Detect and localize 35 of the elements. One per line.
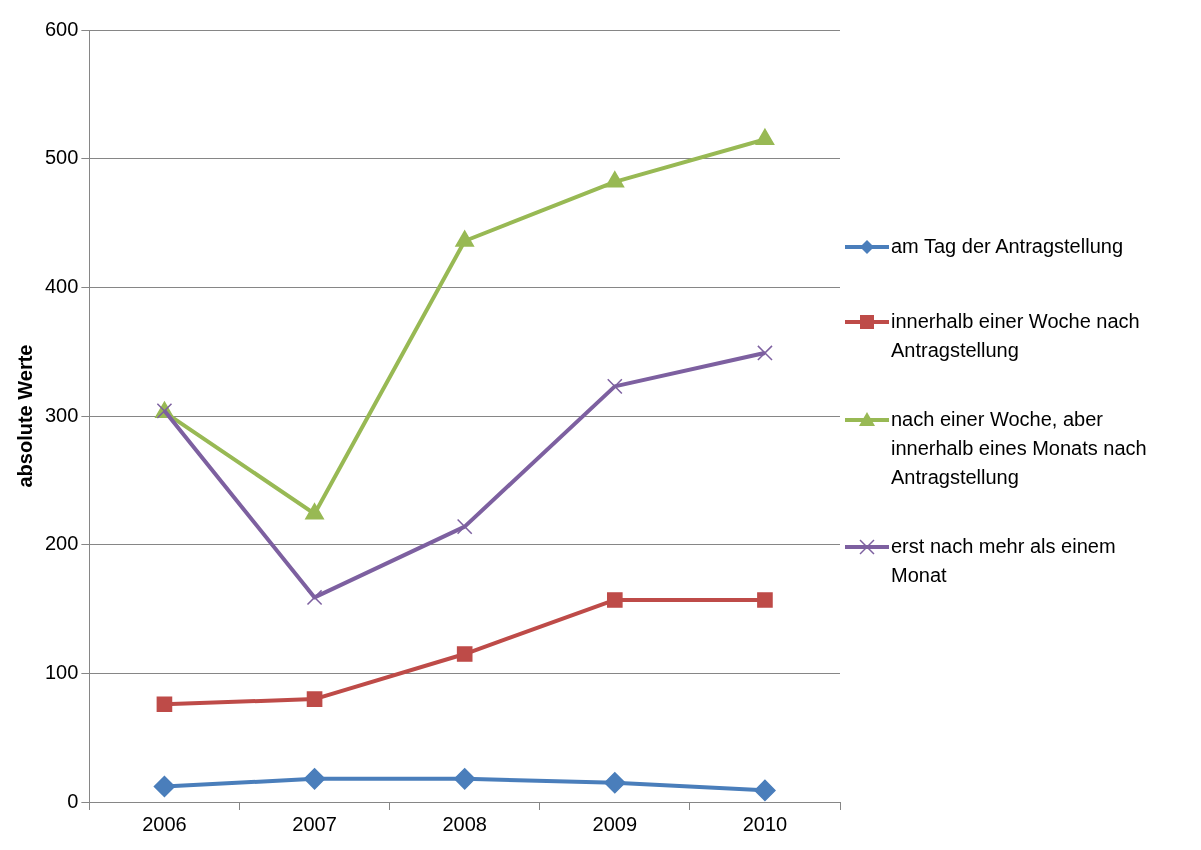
point [153,775,176,798]
y-tick-label: 600 [44,17,79,40]
point [303,768,326,790]
point [755,128,775,146]
legend-label: am Tag der Antragstellung [891,234,1124,259]
point [604,771,626,794]
point [306,691,323,707]
x-tick-label: 2010 [742,812,788,835]
y-axis-title: absolute Werte [13,344,36,488]
point [757,345,773,361]
point [455,230,475,247]
point [605,171,625,188]
point [757,592,773,608]
y-tick-label: 0 [67,789,79,812]
legend-label: nach einer Woche, aber innerhalb eines Monats nach Antragstellung [891,407,1148,490]
point [156,696,173,713]
point [453,768,476,790]
legend-label: innerhalb einer Woche nach Antragstellung [891,309,1141,363]
y-tick-label: 500 [44,146,79,169]
point [754,779,776,802]
x-tick-label: 2007 [292,812,337,835]
y-tick-label: 100 [44,660,79,683]
point [606,592,623,608]
legend-label: erst nach mehr als einem Monat [891,534,1117,588]
y-tick-label: 300 [44,403,79,426]
point [306,589,323,606]
y-tick-label: 200 [44,532,79,555]
x-tick-label: 2009 [592,812,638,835]
x-tick-label: 2006 [142,812,187,835]
x-tick-label: 2008 [442,812,487,835]
point [456,646,473,662]
y-tick-label: 400 [44,274,79,297]
point [305,503,324,520]
point [456,518,473,535]
point [606,378,623,395]
